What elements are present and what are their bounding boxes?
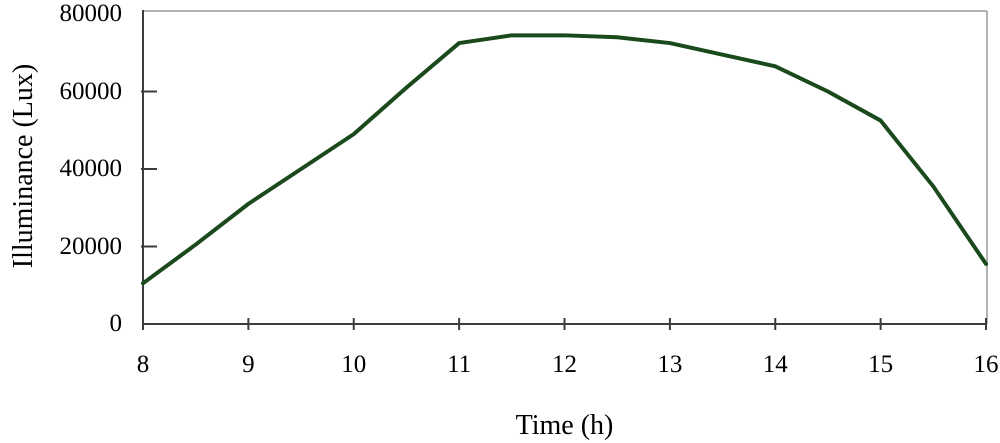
x-tick-label: 16 [973, 351, 999, 378]
x-tick-label: 15 [868, 351, 894, 378]
x-tick-label: 14 [762, 351, 788, 378]
x-tick-label: 9 [242, 351, 255, 378]
x-axis-title: Time (h) [515, 410, 614, 441]
y-tick-label: 20000 [59, 232, 123, 260]
y-tick-label: 0 [109, 310, 123, 337]
x-tick-label: 8 [136, 351, 150, 378]
x-tick-label: 13 [657, 351, 683, 378]
y-tick-label: 80000 [59, 0, 123, 27]
x-tick-label: 11 [447, 351, 472, 378]
y-tick-label: 60000 [59, 77, 123, 105]
y-tick-label: 40000 [59, 155, 123, 182]
illuminance-series-line [141, 33, 988, 286]
x-tick-label: 10 [341, 351, 367, 378]
x-tick-label: 12 [552, 351, 577, 378]
